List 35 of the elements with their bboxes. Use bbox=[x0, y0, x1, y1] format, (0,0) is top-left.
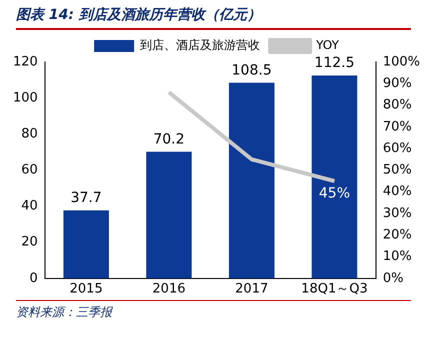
y-tick-label: 60 bbox=[21, 162, 38, 178]
y-tick-label: 100 bbox=[12, 90, 38, 106]
y2-tick-label: 30% bbox=[382, 206, 412, 221]
data-label: 37.7 bbox=[70, 190, 102, 206]
bar bbox=[228, 82, 274, 278]
bar bbox=[146, 152, 192, 278]
bar bbox=[63, 210, 109, 278]
y2-tick-label: 90% bbox=[382, 76, 412, 92]
text: 资料来源：三季报 bbox=[15, 304, 114, 321]
y-tick-label: 120 bbox=[12, 54, 38, 70]
y2-tick-label: 40% bbox=[382, 184, 412, 200]
data-label: 45% bbox=[318, 186, 350, 202]
y-tick-label: 40 bbox=[21, 198, 38, 214]
y2-tick-label: 0% bbox=[382, 270, 404, 286]
data-label: 70.2 bbox=[153, 131, 185, 148]
y2-tick-label: 60% bbox=[382, 140, 412, 156]
x-tick-label: 18Q1～Q3 bbox=[301, 282, 368, 297]
legend-label: YOY bbox=[315, 38, 340, 52]
x-tick-label: 2015 bbox=[70, 282, 103, 297]
chart-title: 图表 14: 到店及酒旅历年营收（亿元） bbox=[15, 6, 262, 25]
data-label: 112.5 bbox=[314, 55, 355, 72]
bar bbox=[312, 76, 358, 278]
y2-tick-label: 70% bbox=[382, 119, 412, 134]
y2-tick-label: 80% bbox=[382, 98, 412, 113]
data-label: 108.5 bbox=[232, 62, 272, 78]
x-tick-label: 2017 bbox=[235, 282, 268, 297]
y2-tick-label: 100% bbox=[382, 54, 420, 70]
y-tick-label: 0 bbox=[30, 270, 38, 286]
y2-tick-label: 10% bbox=[382, 249, 412, 264]
x-tick-label: 2016 bbox=[152, 282, 186, 297]
y-tick-label: 80 bbox=[21, 126, 38, 142]
y2-tick-label: 50% bbox=[382, 162, 412, 178]
y2-tick-label: 20% bbox=[382, 227, 412, 242]
legend-label: 到店、酒店及旅游营收 bbox=[140, 38, 260, 52]
y-tick-label: 20 bbox=[21, 234, 38, 250]
